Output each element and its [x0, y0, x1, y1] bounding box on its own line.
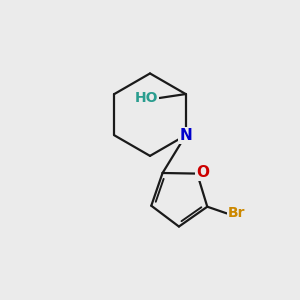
Text: Br: Br [228, 206, 246, 220]
Text: N: N [179, 128, 192, 143]
Text: O: O [196, 165, 209, 180]
Text: HO: HO [134, 91, 158, 105]
